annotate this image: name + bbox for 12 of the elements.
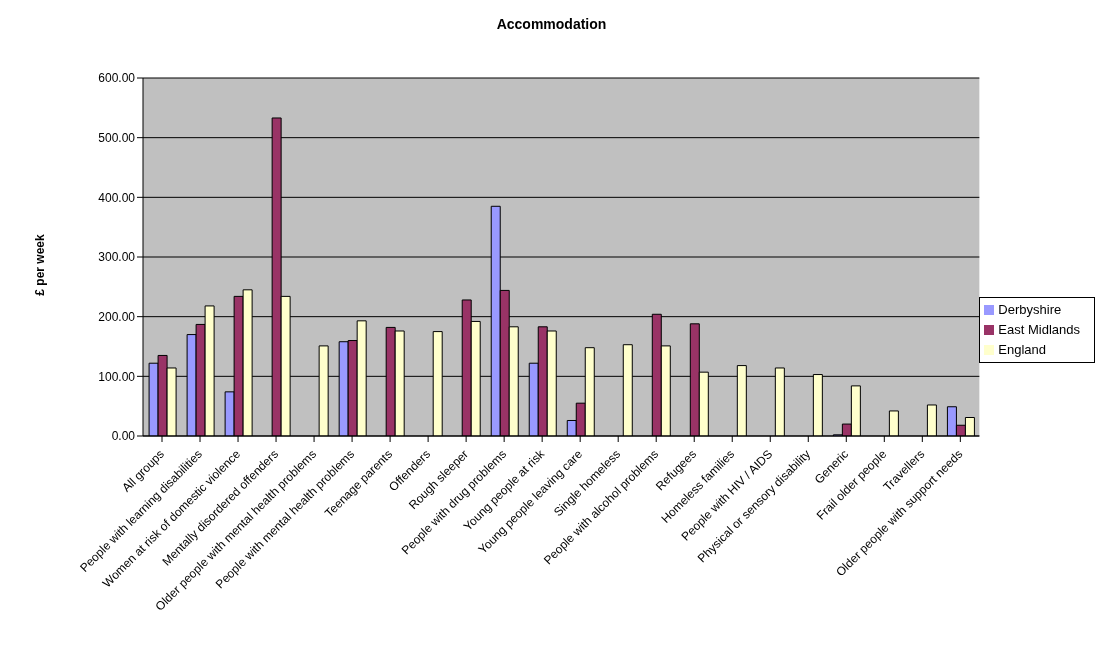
legend-label: England [998, 341, 1047, 357]
y-tick-label: 400.00 [98, 190, 136, 205]
y-tick-label: 200.00 [98, 309, 136, 324]
y-tick-label: 500.00 [98, 130, 136, 145]
y-tick-label: 100.00 [98, 369, 136, 384]
y-tick-label: 0.00 [111, 429, 136, 444]
y-axis-title: £ per week [33, 234, 47, 296]
legend-label: East Midlands [998, 321, 1080, 337]
y-tick-label: 300.00 [98, 250, 136, 265]
y-tick-label: 600.00 [98, 71, 136, 86]
chart-title: Accommodation [495, 16, 608, 32]
legend-label: Derbyshire [998, 301, 1062, 317]
